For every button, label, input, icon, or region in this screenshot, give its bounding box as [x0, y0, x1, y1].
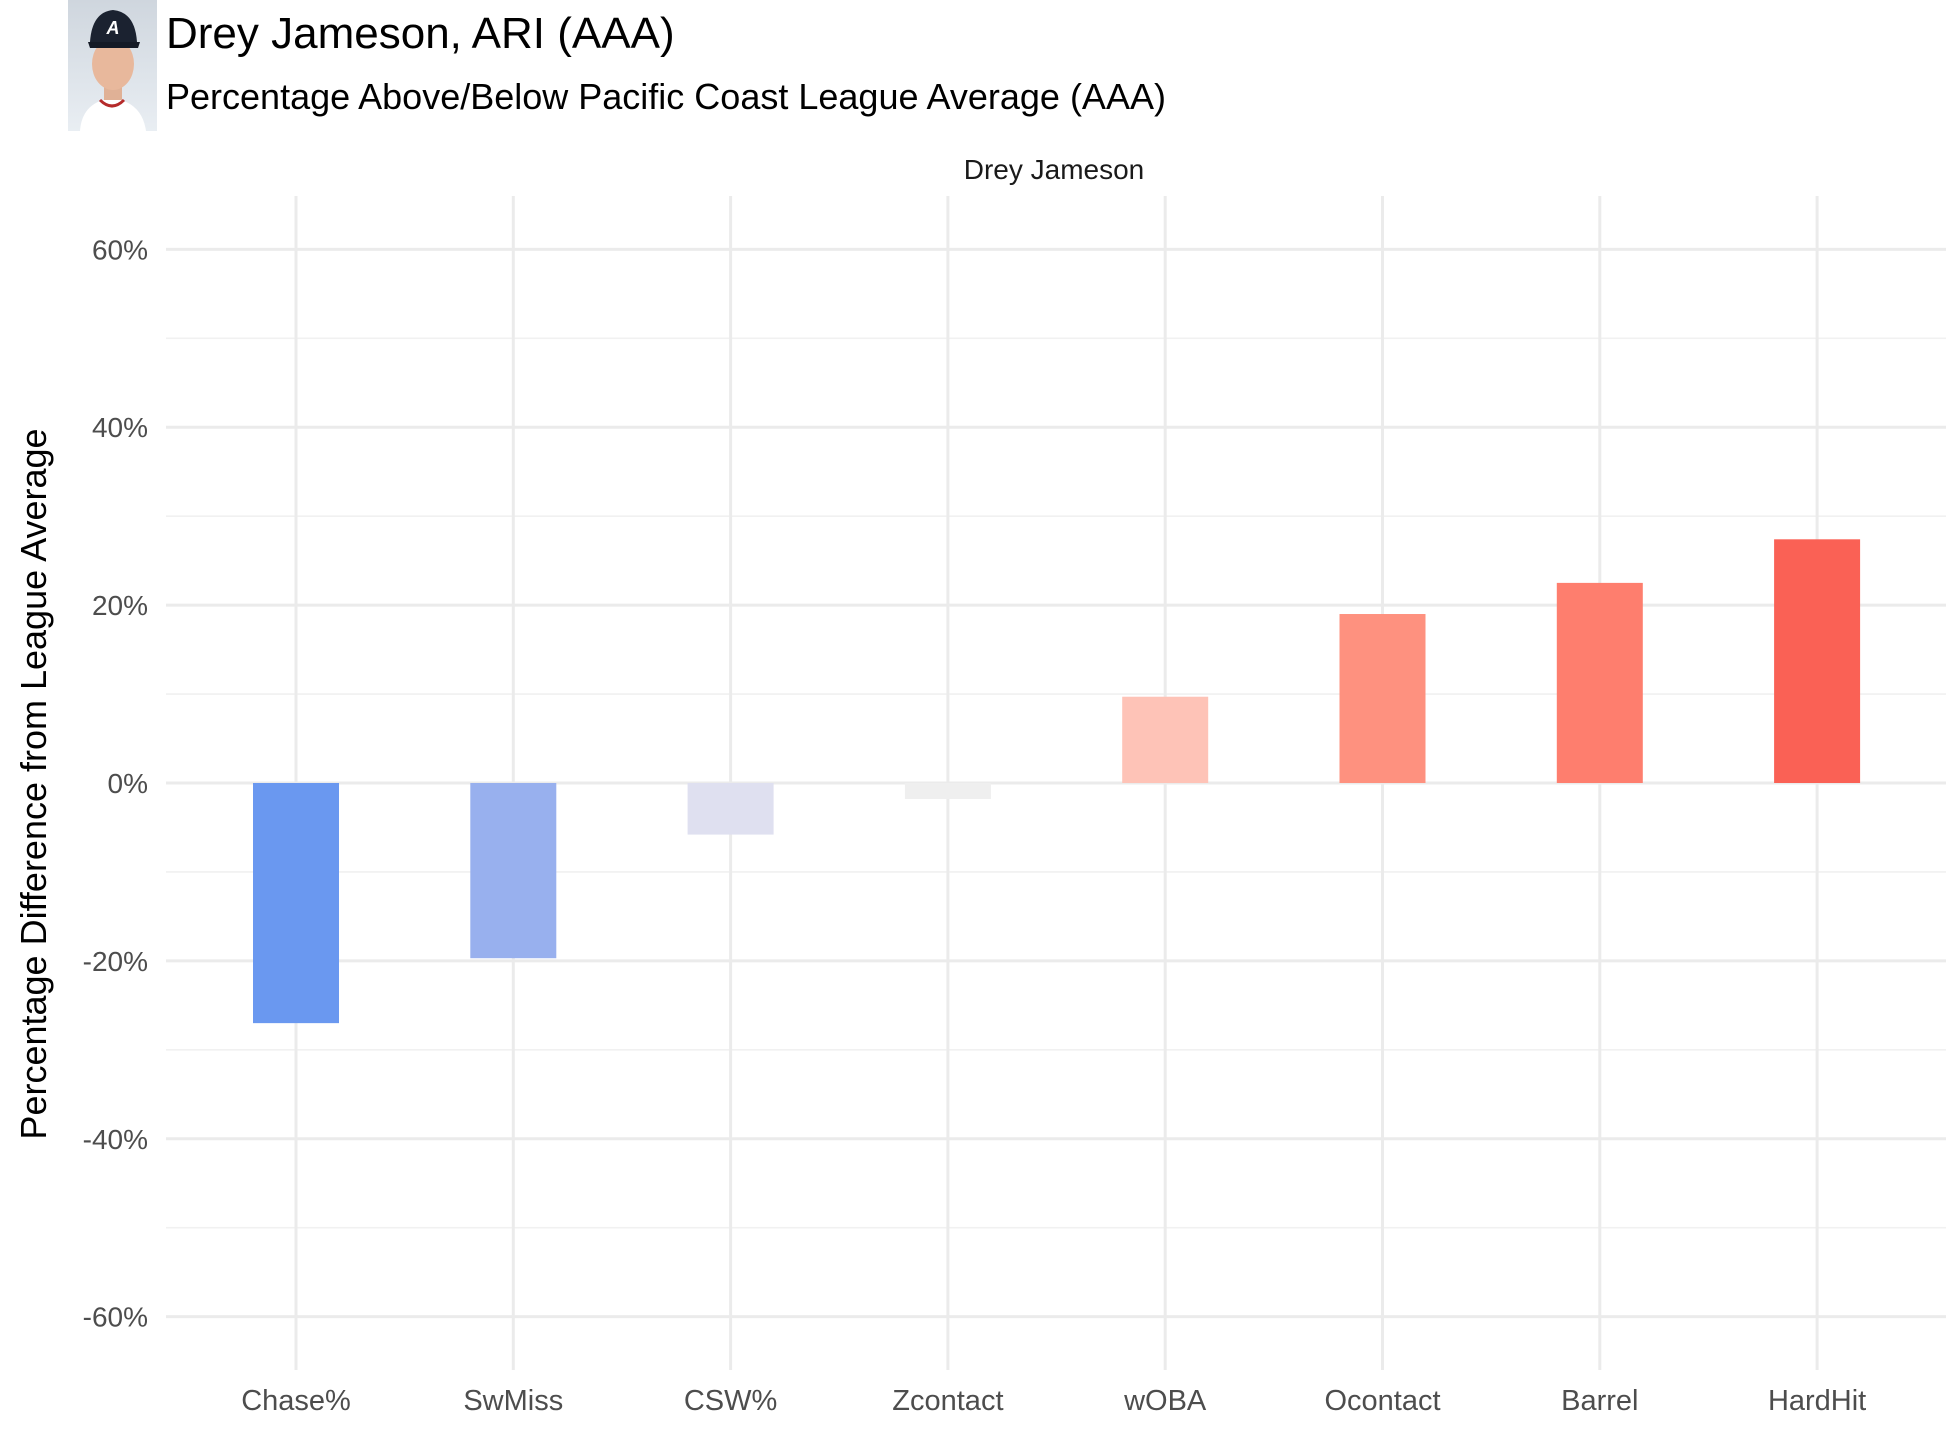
y-tick-label: 0%: [108, 768, 148, 799]
y-tick-label: -60%: [83, 1302, 148, 1333]
x-tick-label: Zcontact: [892, 1385, 1003, 1417]
x-tick-label: Barrel: [1561, 1385, 1638, 1417]
y-axis-ticks: -60% -40% -20% 0% 20% 40% 60%: [83, 234, 148, 1332]
x-tick-label: HardHit: [1768, 1385, 1866, 1417]
svg-text:A: A: [106, 18, 120, 38]
x-tick-label: Chase%: [241, 1385, 351, 1417]
bar-woba: [1122, 696, 1209, 783]
bars: [253, 539, 1861, 1024]
y-tick-label: 20%: [92, 590, 148, 621]
y-tick-label: -40%: [83, 1124, 148, 1155]
bar-swmiss: [470, 783, 557, 959]
chart-subtitle: Percentage Above/Below Pacific Coast Lea…: [166, 76, 1166, 117]
bar-barrel: [1556, 582, 1643, 783]
bar-zcontact: [904, 783, 991, 800]
facet-label: Drey Jameson: [964, 154, 1145, 185]
y-tick-label: 60%: [92, 234, 148, 265]
grid: [166, 196, 1946, 1370]
bar-csw: [687, 783, 774, 835]
y-axis-label: Percentage Difference from League Averag…: [13, 428, 54, 1139]
bar-hardhit: [1774, 539, 1861, 783]
x-tick-label: CSW%: [684, 1385, 777, 1417]
chart-title: Drey Jameson, ARI (AAA): [166, 9, 675, 58]
x-tick-label: wOBA: [1123, 1385, 1207, 1417]
x-tick-label: SwMiss: [463, 1385, 563, 1417]
y-tick-label: 40%: [92, 412, 148, 443]
x-axis-ticks: Chase% SwMiss CSW% Zcontact wOBA Ocontact Barr…: [241, 1385, 1866, 1417]
y-tick-label: -20%: [83, 946, 148, 977]
bar-ocontact: [1339, 614, 1426, 783]
x-tick-label: Ocontact: [1324, 1385, 1440, 1417]
player-headshot-icon: A: [68, 0, 157, 131]
bar-chase: [253, 783, 339, 1024]
